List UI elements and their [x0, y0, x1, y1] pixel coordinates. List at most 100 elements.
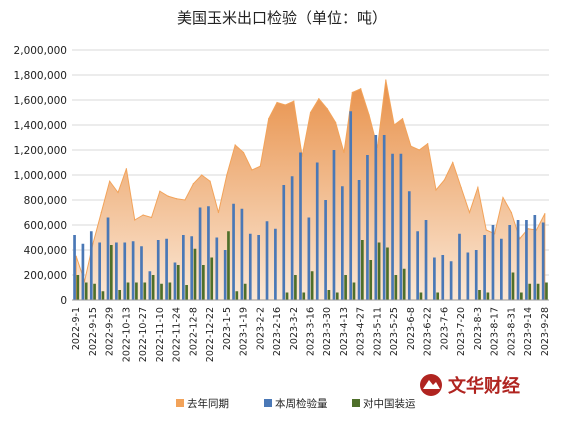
x-tick-label: 2023-5-11: [372, 307, 383, 356]
bar-weekly-inspection: [81, 243, 85, 300]
legend-swatch: [264, 399, 272, 407]
logo-text: 文华财经: [448, 375, 520, 397]
y-tick-label: 200,000: [24, 270, 67, 282]
x-tick-label: 2022-10-13: [121, 307, 132, 362]
legend-label: 去年同期: [187, 397, 229, 410]
y-tick-label: 800,000: [24, 195, 67, 207]
bar-china-shipment: [545, 282, 548, 300]
bar-weekly-inspection: [73, 235, 76, 300]
bar-china-shipment: [528, 283, 532, 300]
area-point: [335, 121, 337, 124]
bar-china-shipment: [202, 265, 205, 300]
bar-weekly-inspection: [140, 246, 143, 300]
bar-china-shipment: [369, 260, 373, 300]
bar-weekly-inspection: [98, 242, 101, 300]
area-point: [502, 196, 504, 199]
x-tick-label: 2023-2-16: [272, 307, 283, 356]
bar-weekly-inspection: [382, 135, 386, 300]
area-point: [125, 168, 127, 170]
logo: 文华财经: [420, 374, 520, 397]
bar-weekly-inspection: [274, 228, 277, 300]
area-point: [276, 101, 278, 104]
x-tick-label: 2023-1-19: [239, 307, 250, 356]
area-point: [360, 88, 362, 90]
bar-china-shipment: [235, 291, 239, 300]
bar-weekly-inspection: [491, 225, 495, 300]
y-tick-label: 1,200,000: [14, 145, 67, 157]
y-tick-label: 0: [60, 295, 67, 307]
bar-series-layer: [73, 111, 548, 300]
area-point: [309, 111, 312, 114]
area-point: [134, 219, 136, 221]
bar-weekly-inspection: [148, 271, 152, 300]
bar-china-shipment: [101, 291, 105, 300]
bar-weekly-inspection: [89, 231, 93, 300]
y-axis: 0 200,000 400,000 600,000 800,000 1,000,000 1,…: [14, 45, 67, 307]
bar-china-shipment: [168, 282, 172, 300]
bar-weekly-inspection: [374, 135, 378, 300]
area-point: [468, 211, 471, 214]
x-tick-label: 2023-8-17: [490, 307, 501, 356]
area-point: [176, 198, 178, 200]
bar-weekly-inspection: [449, 261, 453, 300]
y-tick-label: 1,000,000: [14, 170, 67, 182]
bar-china-shipment: [76, 275, 80, 300]
bar-weekly-inspection: [424, 220, 428, 300]
bar-weekly-inspection: [391, 153, 394, 300]
area-point: [343, 151, 345, 154]
bar-china-shipment: [511, 272, 515, 300]
bar-china-shipment: [377, 242, 381, 300]
x-tick-label: 2022-9-15: [88, 307, 99, 356]
legend-label: 对中国装运: [363, 397, 416, 410]
bar-china-shipment: [520, 292, 523, 300]
x-tick-label: 2022-10-27: [138, 307, 149, 362]
bar-weekly-inspection: [182, 235, 185, 300]
bar-china-shipment: [227, 231, 230, 300]
bar-weekly-inspection: [207, 206, 210, 300]
bar-weekly-inspection: [190, 236, 194, 300]
x-tick-label: 2022-11-24: [172, 307, 183, 362]
bar-weekly-inspection: [332, 150, 336, 300]
bar-china-shipment: [151, 275, 155, 300]
x-tick-label: 2022-12-22: [205, 307, 216, 362]
legend-label: 本周检验量: [275, 397, 328, 410]
area-point: [100, 211, 102, 214]
bar-weekly-inspection: [466, 252, 470, 300]
bar-weekly-inspection: [399, 153, 403, 300]
area-point: [510, 211, 512, 214]
bar-weekly-inspection: [106, 217, 110, 300]
y-tick-label: 2,000,000: [14, 45, 67, 57]
bar-china-shipment: [118, 290, 122, 300]
area-point: [385, 79, 387, 81]
bar-china-shipment: [185, 285, 188, 300]
area-point: [477, 186, 479, 189]
bar-china-shipment: [536, 283, 540, 300]
bar-weekly-inspection: [198, 207, 202, 300]
bar-china-shipment: [352, 282, 356, 300]
chart-title: 美国玉米出口检验（单位：吨）: [177, 9, 387, 27]
bar-china-shipment: [193, 248, 197, 300]
bar-weekly-inspection: [533, 215, 537, 300]
bar-weekly-inspection: [307, 217, 311, 300]
bar-weekly-inspection: [349, 111, 353, 300]
bar-weekly-inspection: [215, 237, 219, 300]
x-tick-label: 2023-8-3: [473, 307, 484, 350]
x-tick-label: 2023-7-6: [439, 307, 450, 350]
bar-weekly-inspection: [500, 238, 503, 300]
logo-mountain-icon: [423, 380, 440, 389]
area-point: [268, 118, 270, 120]
bar-china-shipment: [310, 271, 314, 300]
bar-weekly-inspection: [248, 233, 252, 300]
area-point: [184, 199, 186, 201]
x-tick-label: 2023-1-5: [222, 307, 233, 350]
bar-weekly-inspection: [115, 242, 118, 300]
x-tick-label: 2023-9-14: [523, 307, 534, 356]
area-point: [452, 161, 454, 164]
legend: 去年同期 本周检验量 对中国装运: [176, 397, 416, 410]
bar-china-shipment: [109, 245, 113, 300]
area-point: [351, 91, 353, 94]
area-point: [368, 114, 370, 116]
bar-china-shipment: [93, 283, 96, 300]
x-tick-label: 2023-8-31: [506, 307, 517, 356]
